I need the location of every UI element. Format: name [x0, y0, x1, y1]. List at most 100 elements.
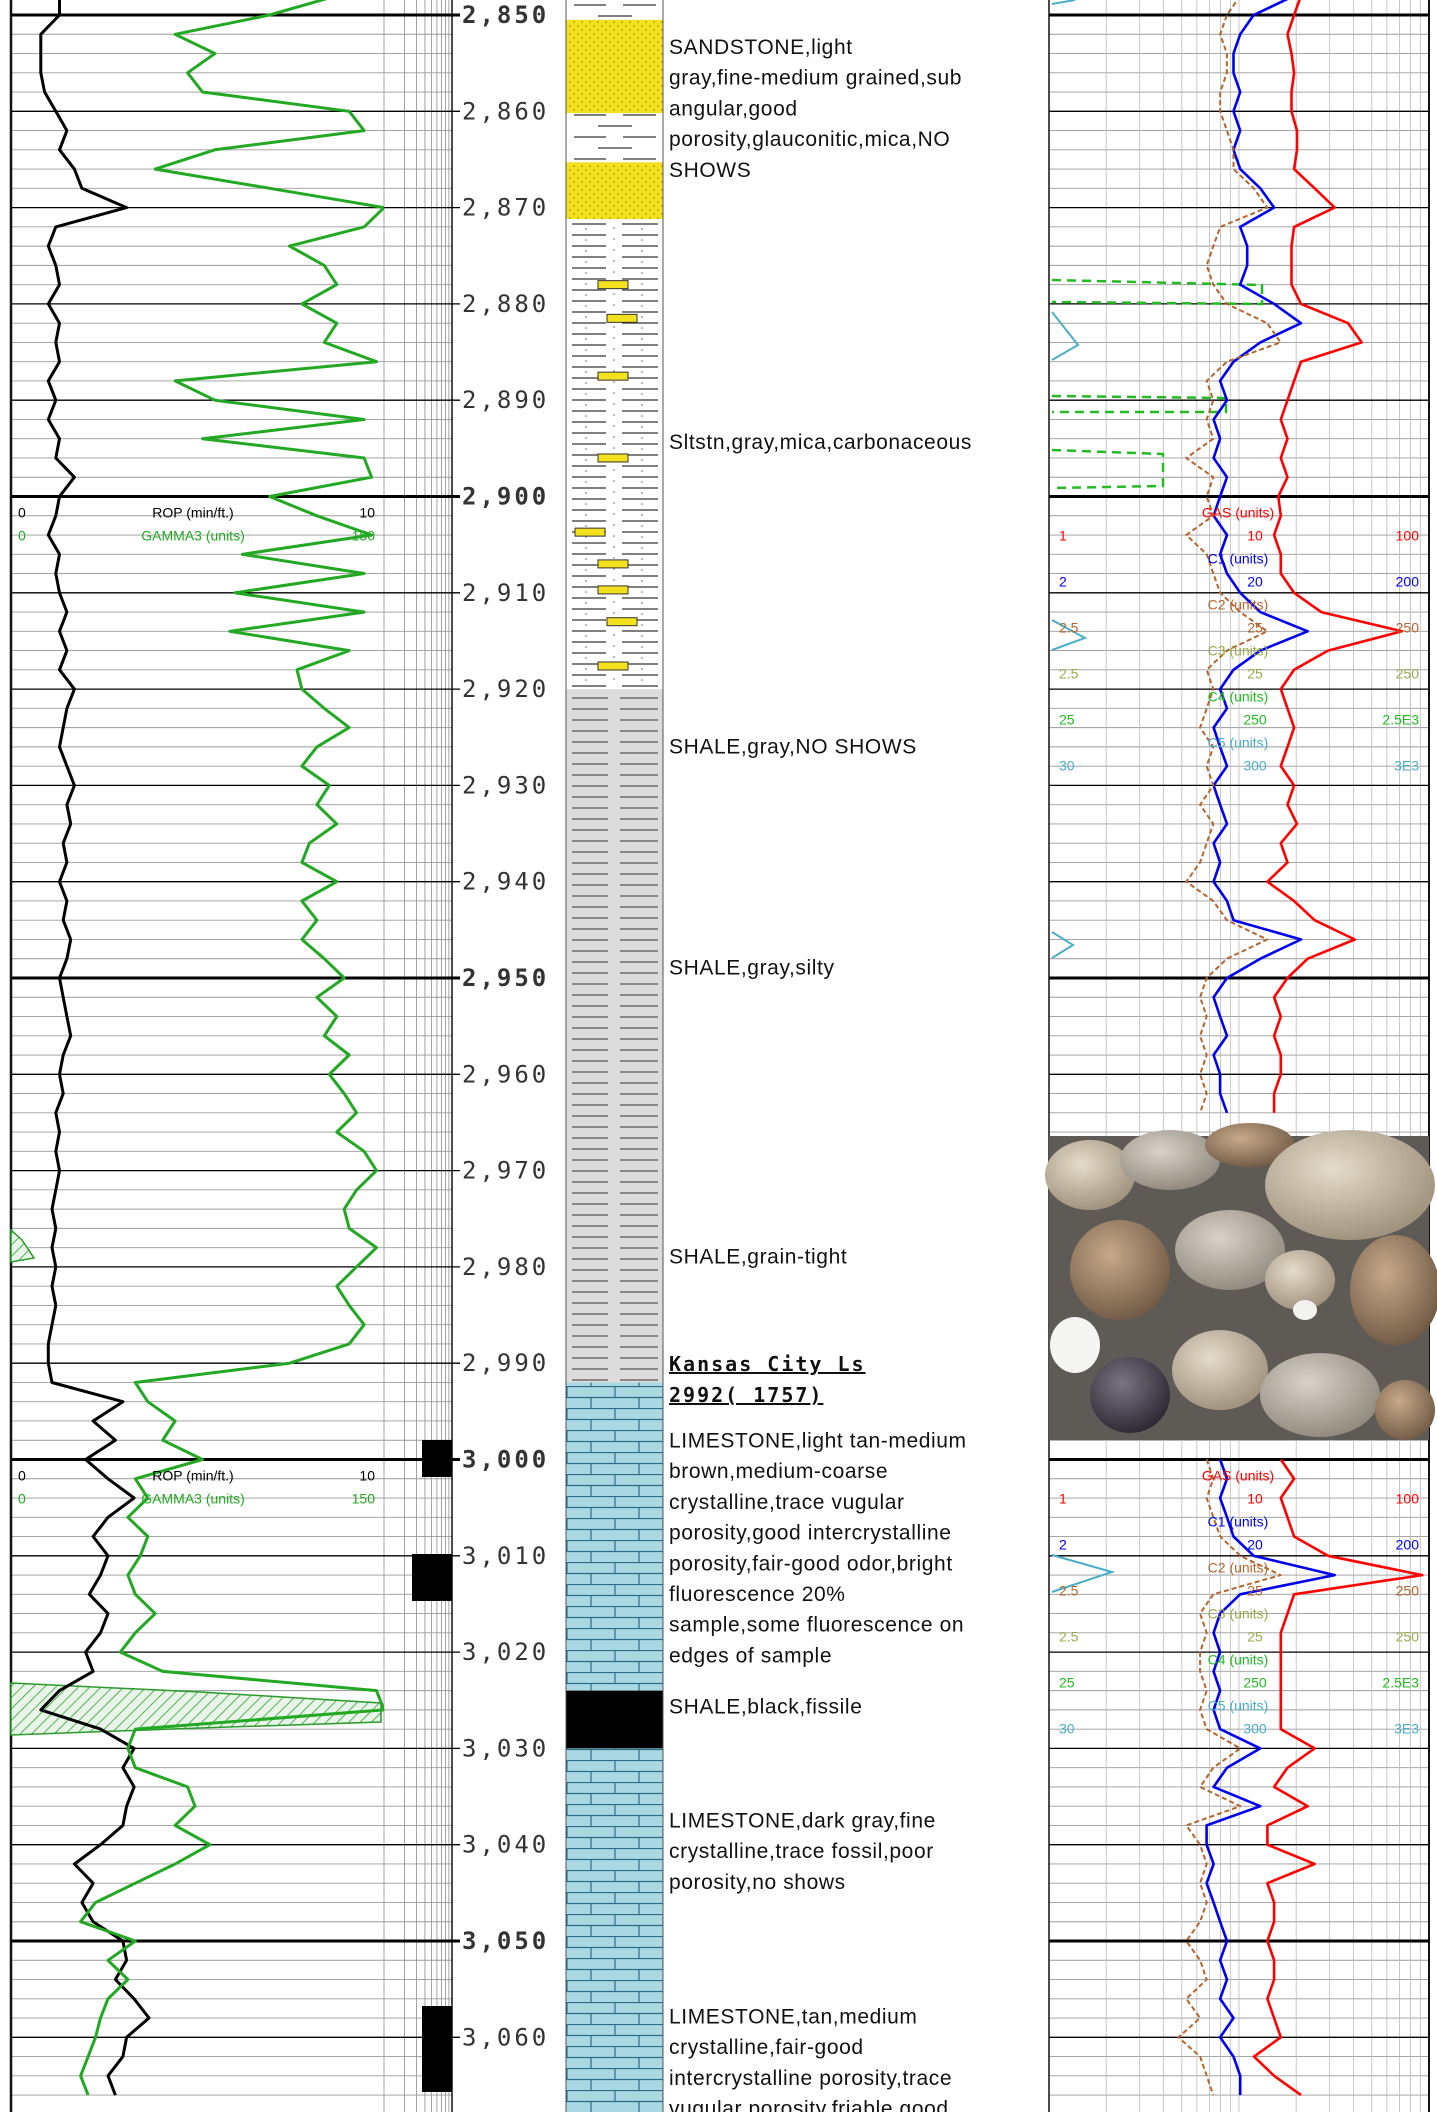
lithology-description: LIMESTONE,tan,medium: [669, 2006, 918, 2029]
curve: [1205, 0, 1336, 2096]
track-header: GAS (units): [1202, 505, 1274, 521]
depth-label: 3,020: [462, 1638, 549, 1666]
stone: [1070, 1220, 1170, 1320]
track-header: C3 (units): [1208, 1606, 1269, 1622]
shaded-area: [10, 1682, 382, 1736]
scale-label: 20: [1247, 574, 1263, 590]
stone: [1175, 1210, 1285, 1290]
labels: 2,850 2,860 2,870 2,880 2,890 2,900 2,910 2,920…: [18, 1, 1420, 2117]
scale-label: 250: [1396, 1629, 1420, 1645]
scale-label: 2.5E3: [1382, 1675, 1419, 1691]
depth-label: 2,900: [462, 483, 549, 511]
track-header: C4 (units): [1208, 1652, 1269, 1668]
c4-trace: [1051, 394, 1228, 414]
scale-label: 150: [352, 528, 376, 544]
stone: [1120, 1130, 1220, 1190]
lithology-description: gray,fine-medium grained,sub: [669, 67, 962, 90]
scale-label: 10: [359, 505, 375, 521]
depth-label: 2,920: [462, 675, 549, 703]
scale-label: 250: [1396, 1583, 1420, 1599]
c5-trace: [1051, 1554, 1116, 1593]
lithology-description: crystalline,trace vugular: [669, 1491, 905, 1514]
lithology-description: fluorescence 20%: [669, 1583, 846, 1606]
scale-label: 200: [1396, 574, 1420, 590]
scale-label: 250: [1243, 1675, 1267, 1691]
scale-label: 150: [352, 1491, 376, 1507]
c4-trace: [1051, 448, 1165, 490]
curve: [1177, 0, 1282, 2096]
overlays: [10, 0, 1264, 2092]
depth-label: 2,990: [462, 1349, 549, 1377]
lithology-description: porosity,fair-good odor,bright: [669, 1552, 953, 1575]
c4-trace: [1051, 278, 1264, 306]
scale-label: 2.5E3: [1382, 712, 1419, 728]
lithology-description: SHALE,gray,silty: [669, 957, 835, 980]
lithology-tag: [597, 453, 629, 463]
curve: [1252, 0, 1424, 2097]
curve: [79, 0, 384, 2096]
track-header: C5 (units): [1208, 735, 1269, 751]
depth-label: 2,880: [462, 290, 549, 318]
scale-label: 25: [1247, 620, 1263, 636]
lithology-tag: [597, 280, 629, 290]
scale-label: 25: [1247, 666, 1263, 682]
track-header: C5 (units): [1208, 1698, 1269, 1714]
stone: [1045, 1140, 1135, 1210]
lithology-description: brown,medium-coarse: [669, 1460, 888, 1483]
scale-label: 2.5: [1059, 1629, 1079, 1645]
sample-marker: [422, 1440, 452, 1477]
scale-label: 25: [1059, 1675, 1075, 1691]
depth-label: 2,930: [462, 771, 549, 799]
lithology-description: porosity,no shows: [669, 1871, 846, 1894]
stone: [1350, 1235, 1437, 1345]
scale-label: 25: [1059, 712, 1075, 728]
lithology-description: porosity,good intercrystalline: [669, 1522, 952, 1545]
scale-label: 20: [1247, 1537, 1263, 1553]
depth-label: 3,000: [462, 1446, 549, 1474]
lithology-description: LIMESTONE,light tan-medium: [669, 1430, 967, 1453]
lithology-description: crystalline,trace fossil,poor: [669, 1840, 934, 1863]
depth-label: 3,050: [462, 1927, 549, 1955]
stone: [1172, 1330, 1268, 1410]
lithology-tag: [606, 617, 638, 627]
lithology-interval: [566, 19, 663, 114]
lithology-interval: [566, 1748, 663, 2117]
scale-label: 1: [1059, 1491, 1067, 1507]
stone: [1375, 1380, 1435, 1440]
depth-label: 3,040: [462, 1831, 549, 1859]
lithology-description: SANDSTONE,light: [669, 36, 853, 59]
track-header: GAMMA3 (units): [141, 528, 244, 544]
lithology-description: angular,good: [669, 97, 798, 120]
scale-label: 2.5: [1059, 1583, 1079, 1599]
lithology-interval: [566, 1382, 663, 1691]
depth-label: 3,060: [462, 2023, 549, 2051]
depth-label: 2,870: [462, 194, 549, 222]
c5-trace: [1051, 311, 1080, 361]
lithology-description: sample,some fluorescence on: [669, 1614, 964, 1637]
scale-label: 0: [18, 505, 26, 521]
curve: [39, 0, 151, 2096]
lithology-description: LIMESTONE,dark gray,fine: [669, 1810, 936, 1833]
track-header: C2 (units): [1208, 1560, 1269, 1576]
sample-photo: [1045, 1123, 1437, 1440]
formation-top: Kansas City Ls: [669, 1352, 866, 1376]
lithology-interval: [566, 689, 663, 1383]
track-header: C1 (units): [1208, 551, 1269, 567]
lithology-description: SHALE,black,fissile: [669, 1696, 862, 1719]
formation-top: 2992( 1757): [669, 1383, 823, 1407]
shaded-area: [10, 1228, 36, 1263]
track-header: ROP (min/ft.): [152, 505, 233, 521]
scale-label: 30: [1059, 758, 1075, 774]
stone: [1260, 1353, 1380, 1437]
depth-label: 2,970: [462, 1157, 549, 1185]
lithology-description: Sltstn,gray,mica,carbonaceous: [669, 431, 972, 454]
c5-trace: [1051, 0, 1076, 5]
c5-trace: [1051, 619, 1088, 651]
sample-marker: [422, 2006, 452, 2092]
scale-label: 0: [18, 1468, 26, 1484]
curves: [39, 0, 1424, 2097]
track-header: GAMMA3 (units): [141, 1491, 244, 1507]
lithology-description: intercrystalline porosity,trace: [669, 2067, 952, 2090]
scale-label: 2.5: [1059, 666, 1079, 682]
track-header: C2 (units): [1208, 597, 1269, 613]
